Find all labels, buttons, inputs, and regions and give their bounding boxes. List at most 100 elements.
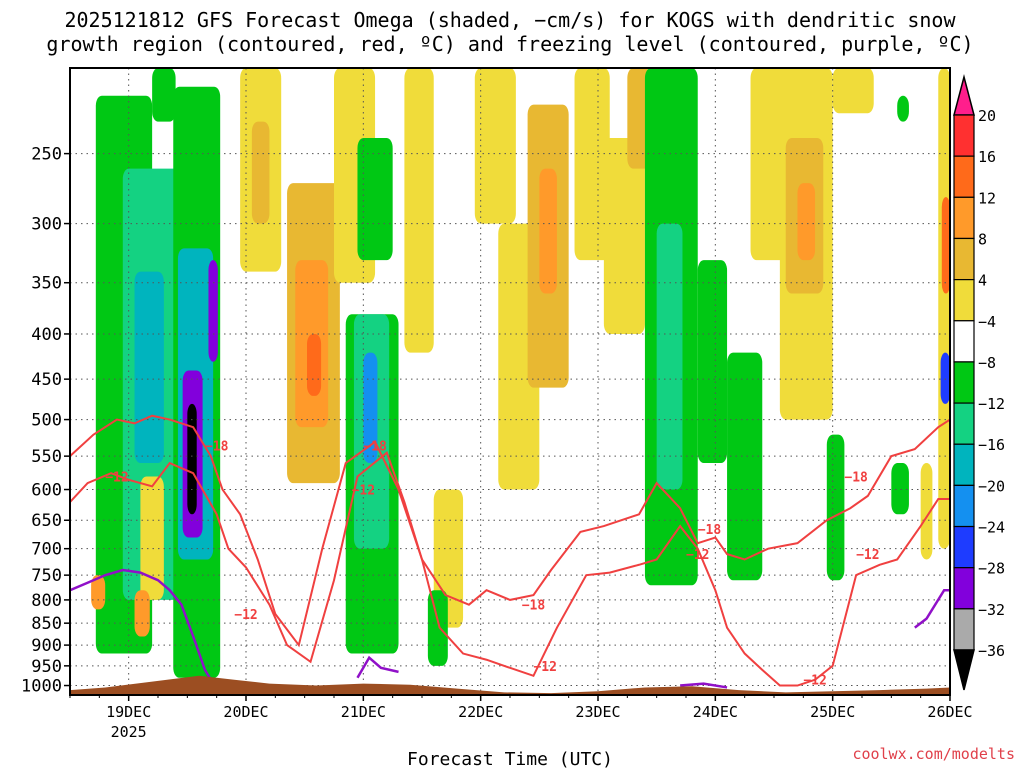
contour-label: −12	[352, 484, 375, 499]
x-year-label: 2025	[111, 723, 147, 741]
omega-cell-25	[427, 590, 448, 666]
omega-cell-22	[357, 137, 393, 261]
colorbar-label: −16	[978, 436, 1005, 454]
colorbar-swatch	[953, 361, 975, 404]
plot-area	[69, 67, 951, 696]
contour-label: −18	[522, 599, 546, 614]
omega-cell-6	[187, 403, 197, 515]
x-tick-label: 20DEC	[223, 703, 268, 721]
contour-label: −18	[363, 440, 387, 455]
y-tick-label: 600	[31, 481, 62, 501]
x-tick-label: 25DEC	[810, 703, 855, 721]
colorbar: 20 16 12 8 4 −4 −8 −12 −16 −20 −24 −28 −32 −36	[953, 74, 1005, 691]
colorbar-label: −12	[978, 395, 1005, 413]
omega-cell-14	[251, 121, 270, 224]
omega-cell-11	[91, 575, 106, 610]
colorbar-label: −20	[978, 477, 1005, 495]
omega-cell-2	[134, 271, 164, 464]
colorbar-swatch	[953, 155, 975, 198]
omega-cell-30	[574, 68, 610, 261]
contour-lines	[70, 414, 950, 690]
colorbar-label: −4	[978, 313, 996, 331]
omega-cell-17	[307, 333, 322, 396]
omega-cell-41	[826, 434, 845, 581]
colorbar-swatch	[953, 114, 975, 157]
contour-label: −12	[533, 660, 556, 675]
omega-cell-43	[920, 463, 933, 560]
colorbar-swatch	[953, 196, 975, 240]
y-axis: 2503003504004505005506006507007508008509…	[21, 145, 70, 697]
y-tick-label: 300	[31, 215, 62, 235]
omega-cell-46	[940, 352, 950, 404]
colorbar-label: 20	[978, 107, 996, 125]
chart-title-line2: growth region (contoured, red, ºC) and f…	[46, 32, 973, 56]
y-tick-label: 250	[31, 145, 62, 165]
colorbar-label: −8	[978, 354, 996, 372]
colorbar-swatch	[953, 443, 975, 486]
y-tick-label: 850	[31, 614, 62, 634]
y-tick-label: 700	[31, 540, 62, 560]
omega-cell-45	[941, 197, 950, 294]
colorbar-swatch	[953, 402, 975, 445]
colorbar-label: −32	[978, 601, 1005, 619]
x-tick-label: 23DEC	[575, 703, 620, 721]
dgz-minus12-contour	[70, 450, 950, 687]
contour-label: −12	[856, 548, 879, 563]
contour-label: −12	[803, 674, 826, 689]
colorbar-swatch	[953, 608, 975, 651]
terrain-surface	[70, 675, 950, 695]
x-tick-label: 26DEC	[927, 703, 972, 721]
x-tick-label: 19DEC	[106, 703, 151, 721]
colorbar-swatch	[953, 320, 975, 363]
y-tick-label: 1000	[21, 677, 62, 697]
omega-cell-42	[891, 463, 909, 515]
x-tick-label: 22DEC	[458, 703, 503, 721]
colorbar-label: −24	[978, 519, 1005, 537]
omega-cell-26	[474, 68, 516, 224]
omega-cell-21	[363, 352, 378, 464]
contour-label: −18	[844, 471, 868, 486]
colorbar-bottom-arrow	[953, 649, 975, 691]
y-tick-label: 750	[31, 566, 62, 586]
colorbar-label: 4	[978, 272, 987, 290]
omega-cell-10	[99, 223, 117, 549]
source-watermark: coolwx.com/modelts	[852, 745, 1015, 763]
omega-cell-40	[797, 183, 816, 261]
contour-label: −18	[698, 523, 722, 538]
omega-cell-7	[208, 260, 218, 362]
y-tick-label: 650	[31, 511, 62, 531]
omega-cell-12	[134, 590, 150, 637]
colorbar-top-arrow	[953, 74, 975, 116]
y-tick-label: 550	[31, 447, 62, 467]
colorbar-swatch	[953, 567, 975, 610]
chart-title-line1: 2025121812 GFS Forecast Omega (shaded, −…	[64, 8, 956, 32]
colorbar-label: 8	[978, 230, 987, 248]
omega-cell-9	[140, 476, 164, 600]
contour-labels: −12 −18 −12 −18 −12 −18 −12 −18 −12 −18 −12 −12	[105, 440, 879, 689]
colorbar-label: 16	[978, 148, 996, 166]
colorbar-swatch	[953, 525, 975, 569]
omega-shading	[91, 68, 950, 678]
colorbar-swatch	[953, 484, 975, 528]
y-tick-label: 400	[31, 325, 62, 345]
omega-cell-31	[603, 137, 645, 334]
x-axis-title: Forecast Time (UTC)	[407, 749, 613, 768]
omega-cell-34	[656, 223, 683, 490]
colorbar-label: 12	[978, 189, 996, 207]
freezing-level-contour-1	[356, 655, 399, 679]
freezing-level-contour-3	[914, 588, 950, 629]
colorbar-label: −36	[978, 642, 1005, 660]
omega-cell-35	[697, 260, 728, 464]
y-tick-label: 450	[31, 370, 62, 390]
colorbar-swatch	[953, 237, 975, 281]
y-tick-label: 800	[31, 591, 62, 611]
contour-label: −12	[105, 471, 128, 486]
colorbar-label: −28	[978, 560, 1005, 578]
grid-lines	[70, 68, 950, 695]
contour-label: −12	[686, 548, 709, 563]
omega-cell-48	[897, 95, 909, 122]
y-tick-label: 950	[31, 657, 62, 677]
colorbar-swatch	[953, 279, 975, 322]
dgz-minus18-contour	[70, 414, 950, 648]
